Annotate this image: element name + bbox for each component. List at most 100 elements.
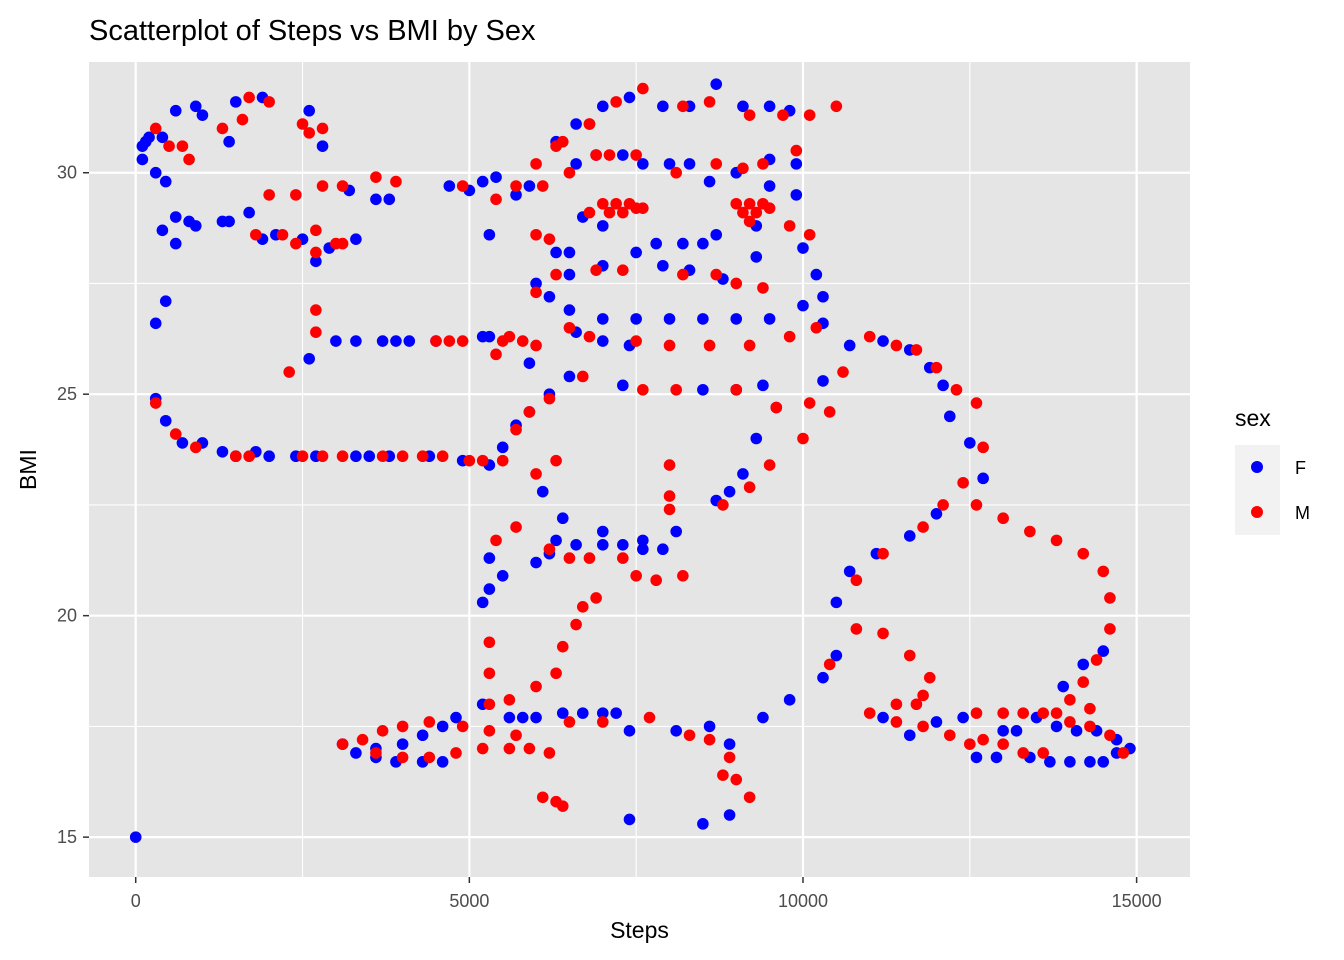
point-m	[556, 640, 569, 653]
point-m	[917, 720, 929, 733]
point-f	[169, 104, 182, 117]
point-m	[670, 166, 682, 179]
point-m	[243, 450, 255, 463]
point-m	[703, 339, 716, 352]
point-m	[490, 348, 502, 361]
point-f	[697, 818, 709, 830]
point-m	[316, 450, 329, 463]
point-f	[476, 175, 489, 188]
point-m	[1037, 707, 1049, 719]
point-f	[763, 180, 776, 192]
point-m	[750, 206, 763, 219]
point-f	[443, 180, 456, 192]
point-m	[243, 91, 255, 104]
point-m	[790, 144, 803, 157]
point-f	[830, 596, 843, 609]
point-m	[583, 206, 596, 219]
point-m	[777, 109, 789, 121]
point-m	[663, 459, 676, 471]
point-f	[623, 91, 636, 104]
point-m	[743, 481, 756, 494]
point-m	[316, 180, 329, 192]
point-f	[877, 335, 889, 347]
point-f	[563, 304, 576, 316]
point-f	[530, 711, 542, 724]
point-f	[543, 290, 556, 303]
point-m	[576, 601, 589, 613]
point-f	[763, 313, 776, 325]
y-tick-label: 20	[57, 606, 77, 626]
point-f	[396, 738, 409, 750]
point-f	[790, 158, 803, 170]
point-f	[723, 738, 736, 750]
point-f	[196, 109, 209, 121]
point-m	[250, 228, 262, 241]
point-m	[430, 335, 442, 347]
point-m	[483, 725, 496, 737]
point-f	[510, 189, 522, 201]
point-f	[143, 131, 155, 144]
point-m	[610, 197, 622, 210]
point-m	[590, 149, 602, 161]
point-m	[637, 202, 649, 214]
point-m	[663, 339, 676, 352]
point-m	[783, 220, 796, 232]
point-m	[877, 547, 889, 560]
point-m	[717, 769, 729, 781]
point-m	[943, 729, 956, 742]
point-f	[683, 158, 696, 170]
y-tick-label: 15	[57, 827, 77, 847]
point-m	[957, 476, 969, 489]
point-m	[510, 423, 522, 436]
point-m	[783, 330, 796, 343]
point-m	[296, 450, 309, 463]
point-m	[496, 335, 509, 347]
point-f	[737, 100, 749, 113]
point-f	[350, 233, 362, 245]
point-f	[930, 716, 943, 728]
point-m	[1097, 565, 1110, 578]
point-m	[336, 237, 349, 250]
point-m	[977, 733, 989, 746]
point-f	[383, 193, 396, 206]
point-f	[503, 711, 516, 724]
point-f	[483, 583, 496, 595]
point-f	[483, 552, 496, 564]
point-f	[1077, 658, 1090, 671]
point-f	[663, 158, 676, 170]
point-f	[903, 530, 916, 542]
point-f	[1064, 756, 1076, 768]
x-axis-ticks: 0 5000 10000 15000	[131, 877, 1162, 911]
point-m	[303, 127, 316, 139]
point-m	[396, 450, 409, 463]
legend-key-m-dot	[1251, 506, 1263, 518]
point-m	[630, 570, 642, 582]
point-f	[597, 220, 609, 232]
chart-title: Scatterplot of Steps vs BMI by Sex	[89, 15, 536, 47]
point-m	[516, 335, 529, 347]
point-m	[336, 180, 349, 192]
point-m	[1064, 716, 1076, 728]
point-f	[703, 175, 716, 188]
point-f	[617, 538, 629, 551]
point-m	[396, 720, 409, 733]
point-m	[723, 751, 736, 764]
point-m	[550, 140, 562, 152]
point-m	[563, 552, 576, 564]
point-m	[283, 366, 295, 378]
point-m	[717, 499, 729, 511]
point-f	[623, 725, 636, 737]
point-m	[376, 725, 389, 737]
point-m	[757, 158, 769, 170]
point-m	[797, 432, 809, 445]
point-f	[817, 375, 829, 387]
point-m	[550, 454, 562, 467]
point-m	[890, 716, 903, 728]
point-f	[657, 100, 669, 113]
point-f	[576, 707, 589, 719]
point-m	[590, 592, 602, 604]
point-m	[677, 100, 689, 113]
point-f	[597, 100, 609, 113]
point-m	[997, 738, 1009, 750]
point-f	[223, 215, 235, 228]
